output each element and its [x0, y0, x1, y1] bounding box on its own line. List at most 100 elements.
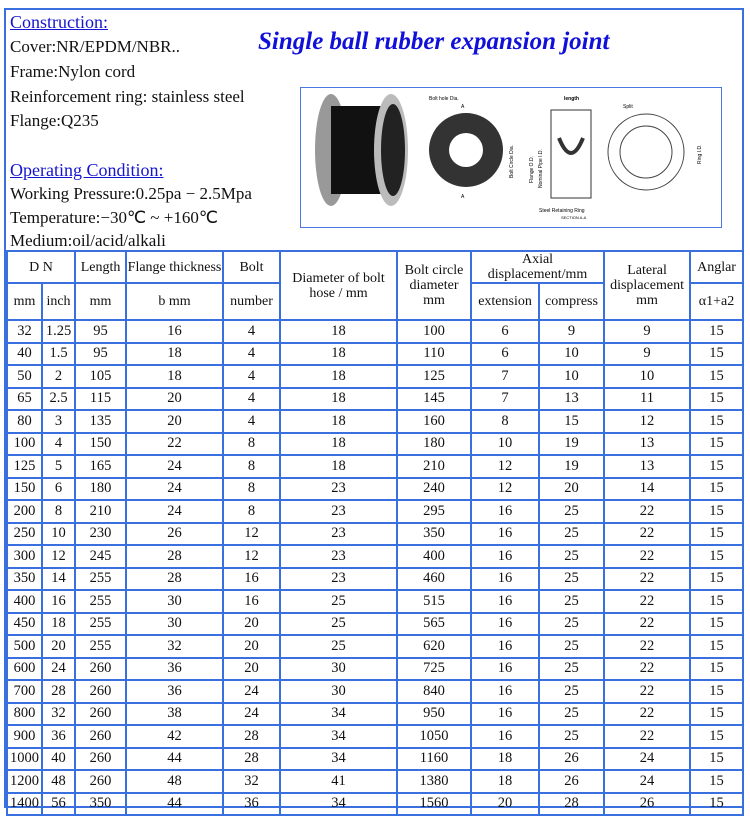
table-cell: 24 [40, 656, 77, 681]
table-cell: 26 [125, 521, 225, 546]
table-cell: 180 [74, 476, 128, 501]
table-cell: 15 [689, 701, 745, 726]
table-cell: 8 [40, 499, 77, 524]
table-cell: 20 [222, 634, 282, 659]
table-cell: 16 [470, 724, 541, 749]
table-cell: 165 [74, 454, 128, 479]
table-cell: 7 [470, 364, 541, 389]
table-cell: 22 [603, 611, 692, 636]
header-axial: Axial displacement/mm [470, 250, 606, 284]
table-cell: 44 [125, 791, 225, 816]
table-row: 900 36 260 42 28 34 1050 16 25 22 15 [6, 724, 745, 749]
header-row-1: D N Length Flange thickness Bolt Diamete… [5, 250, 745, 321]
table-cell: 255 [74, 589, 128, 614]
table-cell: 110 [396, 341, 473, 366]
table-cell: 18 [279, 319, 399, 344]
table-cell: 22 [603, 679, 692, 704]
table-cell: 725 [396, 656, 473, 681]
table-cell: 15 [689, 724, 745, 749]
table-cell: 245 [74, 544, 128, 569]
table-cell: 460 [396, 566, 473, 591]
table-row: 40 1.5 95 18 4 18 110 6 10 9 15 [6, 341, 745, 366]
table-cell: 16 [470, 656, 541, 681]
table-cell: 16 [222, 566, 282, 591]
table-cell: 295 [396, 499, 473, 524]
table-cell: 160 [396, 409, 473, 434]
spec-pressure: Working Pressure:0.25pa − 2.5Mpa [10, 184, 252, 203]
table-cell: 700 [6, 679, 43, 704]
ring-id-label: Ring I.D. [697, 145, 703, 164]
table-cell: 23 [279, 544, 399, 569]
specifications-table: D N Length Flange thickness Bolt Diamete… [5, 250, 745, 816]
table-row: 800 32 260 38 24 34 950 16 25 22 15 [6, 701, 745, 726]
table-cell: 515 [396, 589, 473, 614]
table-cell: 25 [279, 634, 399, 659]
table-cell: 260 [74, 701, 128, 726]
table-cell: 100 [396, 319, 473, 344]
section-mark-top: A [461, 104, 465, 110]
table-cell: 20 [222, 611, 282, 636]
flange-drawing: Bolt hole Dia. A A Bolt Circle Dia. [429, 96, 515, 200]
table-cell: 20 [222, 656, 282, 681]
table-cell: 36 [125, 679, 225, 704]
table-cell: 28 [125, 544, 225, 569]
table-cell: 8 [222, 454, 282, 479]
section-mark-bottom: A [461, 194, 465, 200]
table-cell: 800 [6, 701, 43, 726]
table-cell: 260 [74, 746, 128, 771]
table-cell: 34 [279, 724, 399, 749]
table-cell: 1400 [6, 791, 43, 816]
table-cell: 6 [470, 319, 541, 344]
table-cell: 15 [689, 476, 745, 501]
header-dn-inch: inch [40, 282, 77, 321]
table-cell: 18 [279, 454, 399, 479]
table-cell: 16 [470, 634, 541, 659]
table-cell: 8 [470, 409, 541, 434]
table-cell: 80 [6, 409, 43, 434]
table-cell: 16 [470, 521, 541, 546]
table-row: 1000 40 260 44 28 34 1160 18 26 24 15 [6, 746, 745, 771]
table-cell: 24 [125, 476, 225, 501]
table-cell: 14 [603, 476, 692, 501]
table-cell: 26 [538, 746, 606, 771]
spec-ring: Reinforcement ring: stainless steel [10, 87, 245, 106]
table-row: 700 28 260 36 24 30 840 16 25 22 15 [6, 679, 745, 704]
header-length: Length [74, 250, 128, 284]
table-cell: 260 [74, 769, 128, 794]
table-cell: 30 [279, 656, 399, 681]
table-cell: 9 [603, 319, 692, 344]
table-cell: 3 [40, 409, 77, 434]
table-cell: 135 [74, 409, 128, 434]
header-bolt-number: number [222, 282, 282, 321]
table-cell: 23 [279, 476, 399, 501]
table-cell: 23 [279, 499, 399, 524]
table-cell: 2 [40, 364, 77, 389]
table-row: 450 18 255 30 20 25 565 16 25 22 15 [6, 611, 745, 636]
section-drawing: length Flange O.D. Nominal Pipe I.D. Ste… [529, 96, 592, 220]
table-cell: 125 [6, 454, 43, 479]
table-cell: 840 [396, 679, 473, 704]
table-cell: 240 [396, 476, 473, 501]
table-cell: 12 [40, 544, 77, 569]
ring-drawing: Split Ring I.D. [607, 104, 703, 191]
table-cell: 22 [603, 521, 692, 546]
table-cell: 42 [125, 724, 225, 749]
table-row: 300 12 245 28 12 23 400 16 25 22 15 [6, 544, 745, 569]
table-cell: 48 [125, 769, 225, 794]
table-cell: 15 [689, 634, 745, 659]
table-cell: 25 [538, 679, 606, 704]
header-bolt-hose-diameter: Diameter of bolt hose / mm [279, 250, 399, 321]
table-cell: 22 [603, 701, 692, 726]
table-cell: 900 [6, 724, 43, 749]
header-dn-mm: mm [6, 282, 43, 321]
table-cell: 1160 [396, 746, 473, 771]
header-extension: extension [470, 282, 541, 321]
table-cell: 300 [6, 544, 43, 569]
table-cell: 65 [6, 386, 43, 411]
table-cell: 400 [396, 544, 473, 569]
table-cell: 20 [40, 634, 77, 659]
table-cell: 24 [222, 701, 282, 726]
table-cell: 32 [125, 634, 225, 659]
table-cell: 620 [396, 634, 473, 659]
table-cell: 22 [603, 724, 692, 749]
